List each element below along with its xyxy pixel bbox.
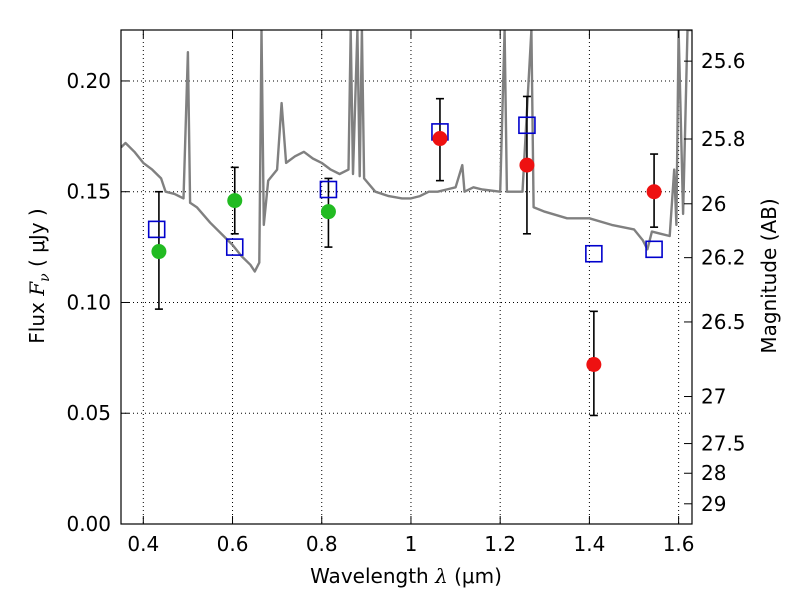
x-tick-label: 0.6 <box>217 532 249 556</box>
y-axis-subscript: ν <box>37 273 53 282</box>
optical-detection-marker <box>320 204 336 220</box>
grid <box>121 30 692 524</box>
nir-detection-marker <box>586 357 602 373</box>
x-tick-label: 1.2 <box>484 532 516 556</box>
x-tick-label: 1 <box>405 532 418 556</box>
x-tick-label: 0.8 <box>306 532 338 556</box>
ticks: 0.4 0.6 0.8 1 1.2 1.4 1.6 0.00 0.05 0.10 0.15 0.20 2… <box>66 30 746 556</box>
y-axis-label-prefix: Flux <box>25 296 49 344</box>
model-photometry-marker <box>585 244 603 263</box>
right-tick-label: 26.2 <box>701 246 746 270</box>
nir-detection-marker <box>519 157 535 173</box>
x-tick-label: 0.4 <box>127 532 159 556</box>
right-tick-label: 29 <box>701 492 726 516</box>
y-tick-label: 0.10 <box>66 290 111 314</box>
right-tick-label: 25.8 <box>701 127 746 151</box>
right-tick-label: 28 <box>701 461 726 485</box>
right-tick-label: 25.6 <box>701 49 746 73</box>
plot-frame <box>120 29 693 525</box>
y-tick-label: 0.20 <box>66 69 111 93</box>
y-tick-label: 0.05 <box>66 401 111 425</box>
x-tick-label: 1.4 <box>573 532 605 556</box>
x-tick-label: 1.6 <box>663 532 695 556</box>
axes-frame <box>120 29 693 525</box>
x-axis-label: Wavelength λ (μm) <box>310 564 502 588</box>
right-tick-label: 27.5 <box>701 432 746 456</box>
model-photometry-marker <box>225 238 244 256</box>
model-photometry-marker <box>645 240 663 259</box>
model-photometry-marker <box>319 180 338 199</box>
y-axis-symbol: F <box>25 281 49 297</box>
right-axis-label: Magnitude (AB) <box>757 198 781 353</box>
optical-detection-marker <box>151 244 167 260</box>
plot-area <box>121 30 692 417</box>
model-photometry-marker <box>518 116 536 135</box>
y-tick-label: 0.00 <box>66 512 111 536</box>
optical-detection-marker <box>227 193 243 209</box>
y-tick-label: 0.15 <box>66 180 111 204</box>
x-axis-symbol: λ <box>434 564 448 588</box>
right-tick-label: 27 <box>701 385 726 409</box>
y-axis-label: Flux Fν ( μJy ) <box>25 208 53 343</box>
y-axis-unit: ( μJy ) <box>25 208 49 273</box>
x-axis-unit: (μm) <box>448 564 502 588</box>
right-tick-label: 26.5 <box>701 310 746 334</box>
x-axis-label-prefix: Wavelength <box>310 564 435 588</box>
right-tick-label: 26 <box>701 192 726 216</box>
nir-detection-marker <box>646 184 662 200</box>
model-spectrum-line <box>121 30 692 273</box>
model-photometry-marker <box>147 220 166 239</box>
nir-detection-marker <box>432 131 448 147</box>
